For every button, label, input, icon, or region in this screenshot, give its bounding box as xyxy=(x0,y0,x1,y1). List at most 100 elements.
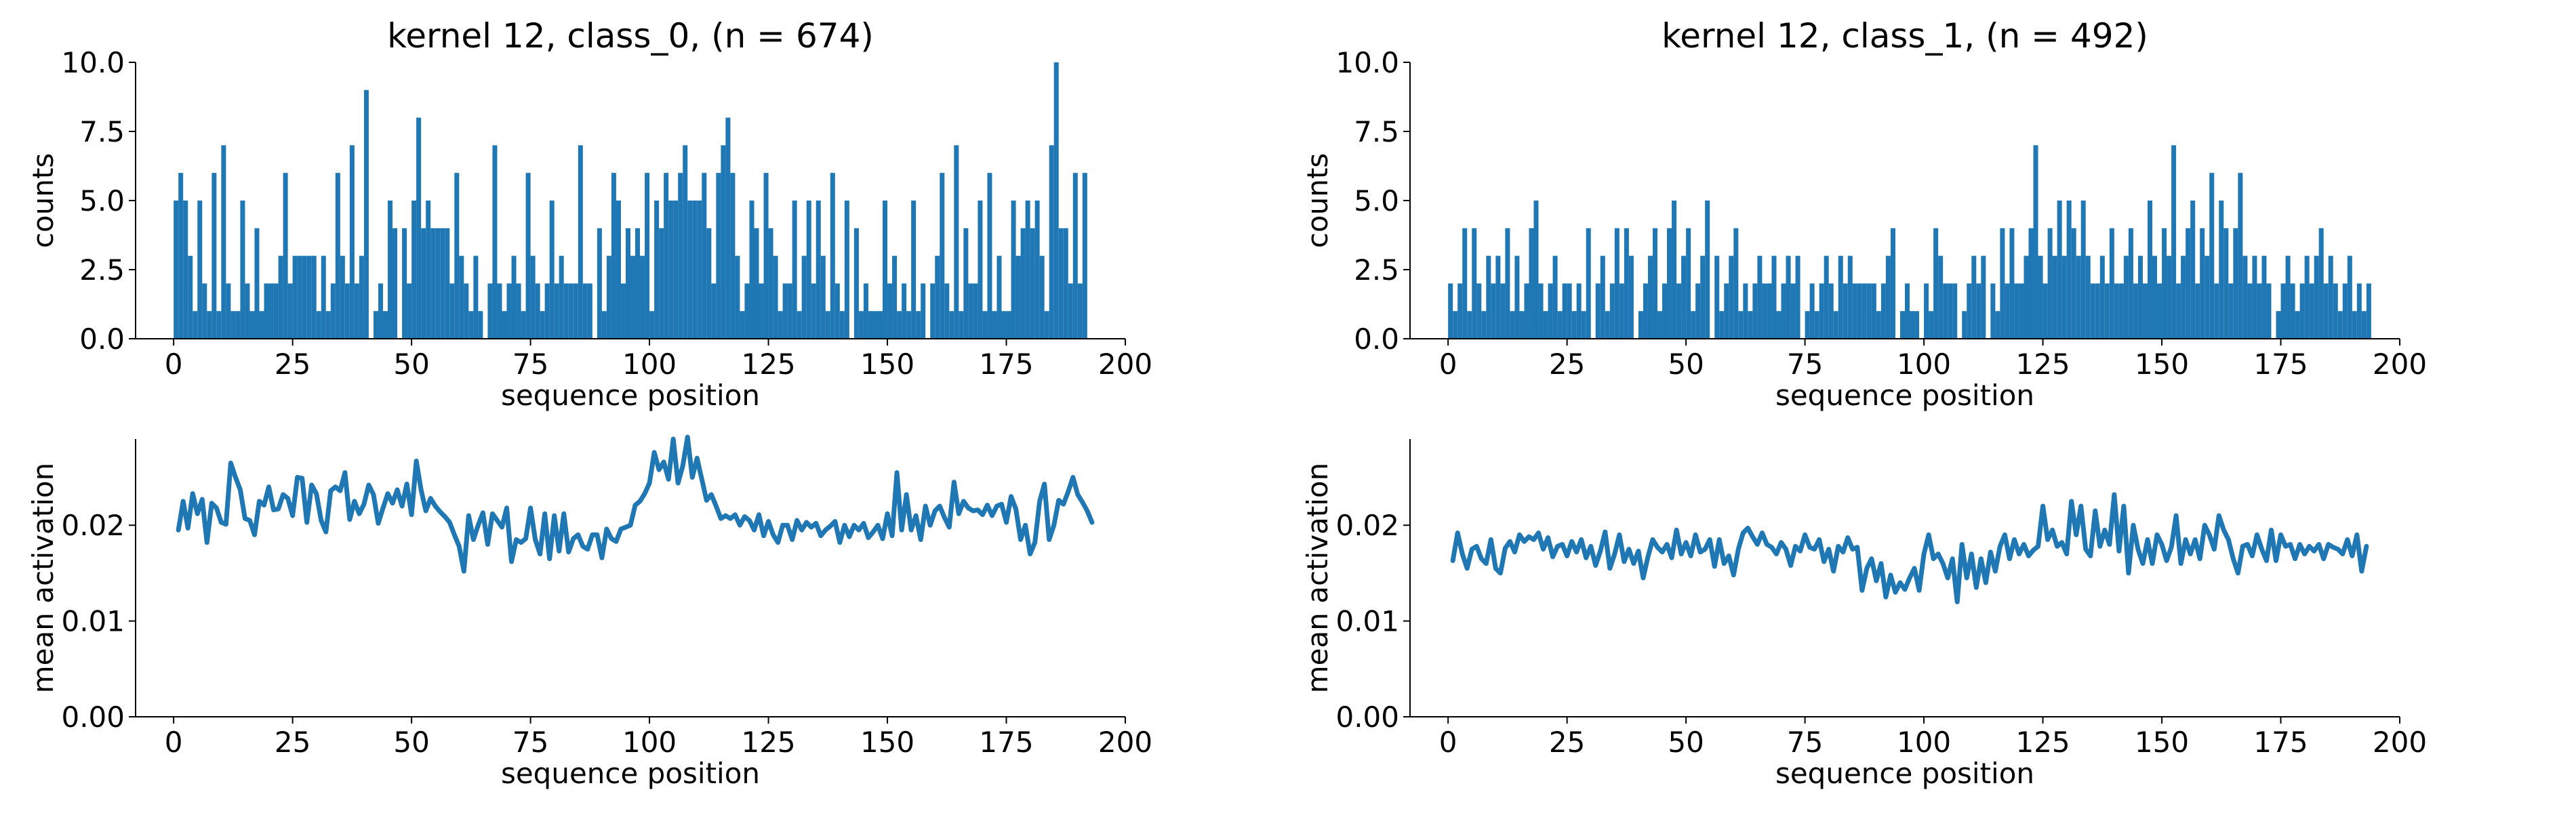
bar xyxy=(687,201,693,339)
bar xyxy=(1776,311,1782,339)
y-tick-label: 2.5 xyxy=(1354,253,1399,287)
x-tick-label: 75 xyxy=(512,726,548,759)
x-tick-label: 0 xyxy=(165,348,183,381)
y-tick-label: 0.02 xyxy=(61,509,125,542)
bar xyxy=(459,255,464,339)
bar xyxy=(2042,283,2048,339)
x-axis-label: sequence position xyxy=(501,757,760,790)
bar xyxy=(1505,228,1510,339)
bar xyxy=(973,283,978,339)
bar xyxy=(278,255,283,339)
bar xyxy=(1824,255,1829,339)
bar xyxy=(321,255,326,339)
bar xyxy=(2299,283,2305,339)
bar xyxy=(216,311,222,339)
bar xyxy=(2014,283,2019,339)
bar xyxy=(378,283,383,339)
bar xyxy=(1557,311,1563,339)
bar xyxy=(254,228,260,339)
bar xyxy=(963,228,969,339)
bar xyxy=(2047,228,2053,339)
bar xyxy=(2200,228,2205,339)
bar xyxy=(297,255,302,339)
bar xyxy=(1662,283,1668,339)
bar xyxy=(2128,228,2133,339)
bar xyxy=(587,283,592,339)
bar xyxy=(292,255,298,339)
bar xyxy=(1034,201,1040,339)
bar xyxy=(1676,283,1682,339)
x-tick-label: 175 xyxy=(979,348,1033,381)
bar xyxy=(954,145,959,339)
bar xyxy=(2080,201,2086,339)
bar xyxy=(806,201,811,339)
bar xyxy=(2019,283,2024,339)
bar xyxy=(221,145,226,339)
chart-class-1-mean-activation: 0 25 50 75 100 125 150 175 200 0.00 0.01 0.02 sequen… xyxy=(1301,439,2427,790)
bar xyxy=(2071,228,2076,339)
bar xyxy=(883,201,888,339)
bar xyxy=(2181,255,2186,339)
bar xyxy=(335,173,340,339)
y-tick-label: 0.01 xyxy=(1335,605,1399,638)
bar xyxy=(2318,228,2324,339)
bar xyxy=(2205,255,2210,339)
bar xyxy=(473,255,479,339)
bar xyxy=(1952,283,1958,339)
x-axis-label: sequence position xyxy=(501,379,760,412)
bar xyxy=(445,228,450,339)
x-tick-label: 25 xyxy=(275,726,310,759)
bar xyxy=(2162,228,2167,339)
x-tick-label: 175 xyxy=(2253,348,2308,381)
bar xyxy=(563,283,569,339)
bar xyxy=(878,311,883,339)
bar xyxy=(744,283,750,339)
bar xyxy=(735,255,740,339)
bar xyxy=(1495,255,1501,339)
bar xyxy=(730,173,736,339)
bar xyxy=(487,283,493,339)
bar xyxy=(535,283,540,339)
bar xyxy=(478,311,483,339)
bar xyxy=(268,283,274,339)
bar xyxy=(606,255,611,339)
y-tick-label: 5.0 xyxy=(1354,184,1399,217)
bar xyxy=(202,283,207,339)
bar xyxy=(1691,311,1696,339)
bar xyxy=(940,173,945,339)
bar xyxy=(763,173,769,339)
bar xyxy=(1011,201,1016,339)
bar xyxy=(1948,283,1953,339)
bar xyxy=(1586,228,1591,339)
x-tick-label: 75 xyxy=(1787,348,1823,381)
bar xyxy=(1068,283,1073,339)
bar xyxy=(521,311,526,339)
bar xyxy=(1795,255,1800,339)
bar xyxy=(2361,311,2367,339)
bar xyxy=(2028,228,2034,339)
bar xyxy=(858,311,864,339)
bar xyxy=(782,283,788,339)
bar xyxy=(1039,255,1045,339)
bar xyxy=(283,173,288,339)
bar xyxy=(1880,283,1886,339)
bar xyxy=(1757,255,1763,339)
bar xyxy=(1905,283,1910,339)
bar xyxy=(393,228,398,339)
bar xyxy=(402,228,407,339)
bar xyxy=(697,201,702,339)
y-tick-label: 10.0 xyxy=(1335,46,1399,79)
bar xyxy=(1866,283,1872,339)
bar xyxy=(1462,228,1468,339)
bar xyxy=(830,173,835,339)
bar xyxy=(1548,283,1553,339)
bar xyxy=(1543,311,1548,339)
y-tick-label: 0.02 xyxy=(1335,509,1399,542)
bar xyxy=(235,311,241,339)
bar xyxy=(2109,228,2114,339)
x-tick-label: 50 xyxy=(393,348,429,381)
bar xyxy=(2009,228,2015,339)
y-tick-label: 0.00 xyxy=(1335,701,1399,734)
bar xyxy=(430,228,436,339)
bar xyxy=(872,311,878,339)
